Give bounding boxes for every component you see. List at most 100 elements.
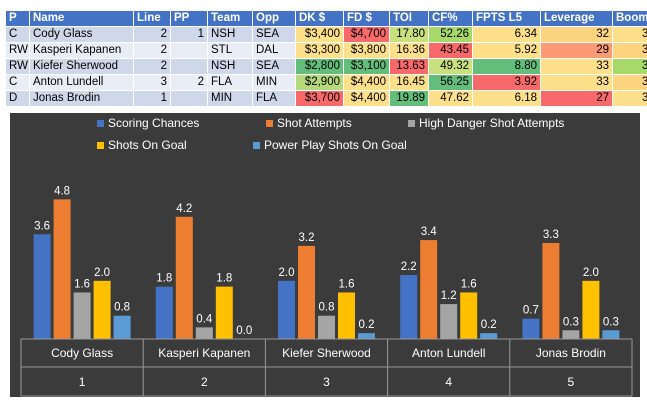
table-cell[interactable]: 16.36 [389, 42, 429, 59]
table-cell[interactable]: Anton Lundell [29, 74, 134, 91]
table-cell[interactable]: NSH [207, 58, 253, 75]
table-cell[interactable]: 33% [612, 90, 647, 107]
category-number: 2 [201, 375, 208, 389]
legend-label: Scoring Chances [108, 116, 199, 130]
table-cell[interactable]: 2 [133, 58, 171, 75]
table-cell[interactable]: 6.34 [472, 26, 541, 43]
table-cell[interactable]: FLA [207, 74, 253, 91]
bar [358, 333, 375, 339]
table-cell[interactable]: DAL [252, 42, 296, 59]
table-cell[interactable]: $4,700 [343, 26, 390, 43]
table-cell[interactable]: Cody Glass [29, 26, 134, 43]
column-header[interactable]: P [5, 10, 30, 27]
table-cell[interactable]: 17.80 [389, 26, 429, 43]
column-header[interactable]: Opp [252, 10, 296, 27]
data-label: 0.2 [481, 319, 497, 331]
table-row: D Jonas Brodin 1 MIN FLA $3,700 $4,400 19.89 47.… [5, 90, 647, 107]
table-cell[interactable] [170, 42, 208, 59]
table-cell[interactable]: 19.89 [389, 90, 429, 107]
table-cell[interactable]: Kasperi Kapanen [29, 42, 134, 59]
table-cell[interactable]: 56.25 [428, 74, 473, 91]
bar [542, 243, 560, 339]
table-cell[interactable]: 2 [133, 26, 171, 43]
table-cell[interactable]: 3.92 [472, 74, 541, 91]
table-cell[interactable]: RW [5, 42, 30, 59]
table-cell[interactable]: MIN [207, 90, 253, 107]
data-label: 2.0 [583, 267, 599, 279]
table-cell[interactable] [170, 58, 208, 75]
bar [522, 318, 540, 339]
data-label: 1.6 [74, 278, 90, 290]
table-cell[interactable]: C [5, 26, 30, 43]
table-cell[interactable]: 5.92 [472, 42, 541, 59]
table-cell[interactable]: 32 [540, 26, 613, 43]
table-cell[interactable]: Kiefer Sherwood [29, 58, 134, 75]
table-cell[interactable]: 1 [133, 90, 171, 107]
table-cell[interactable]: 2 [170, 74, 208, 91]
table-cell[interactable]: SEA [252, 26, 296, 43]
category-number: 4 [445, 375, 452, 389]
table-cell[interactable]: STL [207, 42, 253, 59]
column-header[interactable]: Name [29, 10, 134, 27]
table-cell[interactable]: Jonas Brodin [29, 90, 134, 107]
table-cell[interactable]: 32% [612, 42, 647, 59]
table-cell[interactable]: 16.45 [389, 74, 429, 91]
table-cell[interactable]: 29 [540, 42, 613, 59]
table-cell[interactable]: MIN [252, 74, 296, 91]
table-cell[interactable]: 32% [612, 74, 647, 91]
table-cell[interactable]: 1 [170, 26, 208, 43]
table-cell[interactable]: 43.45 [428, 42, 473, 59]
column-header[interactable]: FPTS L5 [472, 10, 541, 27]
table-cell[interactable]: 8.80 [472, 58, 541, 75]
column-header[interactable]: FD $ [343, 10, 390, 27]
table-cell[interactable]: $2,900 [295, 74, 344, 91]
data-label: 3.2 [299, 232, 315, 244]
table-cell[interactable]: 33 [540, 58, 613, 75]
table-cell[interactable]: 3 [133, 74, 171, 91]
data-label: 2.0 [279, 267, 295, 279]
table-cell[interactable]: RW [5, 58, 30, 75]
table-cell[interactable]: 13.63 [389, 58, 429, 75]
table-cell[interactable]: D [5, 90, 30, 107]
table-cell[interactable]: FLA [252, 90, 296, 107]
table-cell[interactable]: $3,400 [295, 26, 344, 43]
bar [602, 330, 620, 339]
table-cell[interactable]: 6.18 [472, 90, 541, 107]
table-cell[interactable] [170, 90, 208, 107]
table-cell[interactable]: 34% [612, 58, 647, 75]
column-header[interactable]: DK $ [295, 10, 344, 27]
legend-swatch [253, 142, 260, 149]
table-cell[interactable]: 2 [133, 42, 171, 59]
table-cell[interactable]: 27 [540, 90, 613, 107]
table-cell[interactable]: $3,300 [295, 42, 344, 59]
table-cell[interactable]: $3,800 [343, 42, 390, 59]
table-cell[interactable]: 33 [540, 74, 613, 91]
data-label: 0.3 [563, 316, 579, 328]
data-label: 1.8 [156, 273, 172, 285]
table-cell[interactable]: 52.26 [428, 26, 473, 43]
column-header[interactable]: Line [133, 10, 171, 27]
column-header[interactable]: Team [207, 10, 253, 27]
table-cell[interactable]: 33% [612, 26, 647, 43]
table-cell[interactable]: 47.62 [428, 90, 473, 107]
column-header[interactable]: TOI [389, 10, 429, 27]
bar [338, 292, 355, 339]
column-header[interactable]: Boom% [612, 10, 647, 27]
table-cell[interactable]: $2,800 [295, 58, 344, 75]
table-cell[interactable]: $4,400 [343, 90, 390, 107]
column-header[interactable]: PP [170, 10, 208, 27]
table-cell[interactable]: $3,700 [295, 90, 344, 107]
data-label: 0.4 [196, 313, 213, 325]
table-cell[interactable]: $3,100 [343, 58, 390, 75]
table-cell[interactable]: SEA [252, 58, 296, 75]
table-cell[interactable]: C [5, 74, 30, 91]
legend-swatch [97, 142, 104, 149]
bar [278, 280, 295, 339]
column-header[interactable]: Leverage [540, 10, 613, 27]
table-cell[interactable]: $4,400 [343, 74, 390, 91]
table-cell[interactable]: NSH [207, 26, 253, 43]
data-label: 0.8 [319, 302, 335, 314]
column-header[interactable]: CF% [428, 10, 473, 27]
table-cell[interactable]: 49.32 [428, 58, 473, 75]
data-label: 3.4 [421, 226, 438, 238]
